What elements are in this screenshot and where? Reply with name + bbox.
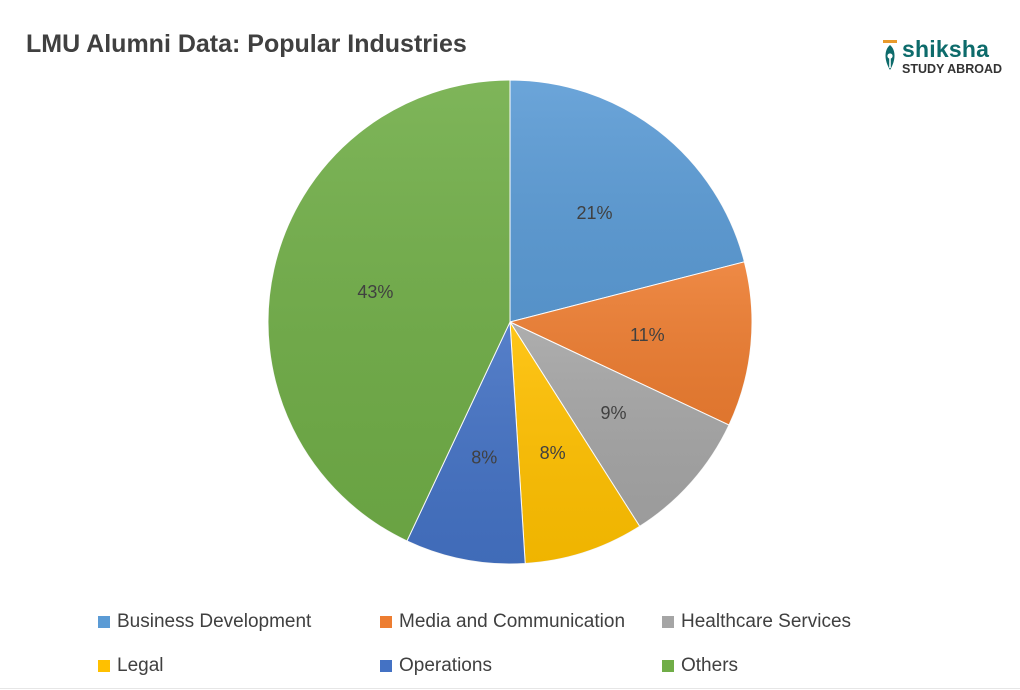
data-label-business-development: 21% bbox=[576, 203, 612, 223]
legend-label: Healthcare Services bbox=[681, 611, 852, 632]
pie-slice-shading bbox=[510, 261, 753, 426]
data-label-others: 43% bbox=[357, 282, 393, 302]
data-label-operations: 8% bbox=[471, 448, 497, 468]
legend-label: Others bbox=[681, 655, 739, 676]
brand-name: shiksha bbox=[902, 36, 990, 62]
pie-chart: 21% 11% 9% 8% 8% 43% bbox=[267, 79, 753, 565]
legend-swatch bbox=[380, 660, 392, 672]
legend-item-legal: Legal bbox=[98, 644, 380, 688]
pie-slice-shading bbox=[510, 322, 640, 564]
chart-title: LMU Alumni Data: Popular Industries bbox=[26, 30, 467, 58]
legend-label: Operations bbox=[399, 655, 492, 676]
pen-nib-icon bbox=[883, 40, 897, 70]
legend-item-media-and-communication: Media and Communication bbox=[380, 600, 662, 644]
pie-slice-shading bbox=[406, 322, 526, 564]
bottom-divider bbox=[0, 688, 1020, 689]
pie-slice-shading bbox=[510, 322, 729, 527]
legend-item-others: Others bbox=[662, 644, 898, 688]
legend: Business Development Media and Communica… bbox=[98, 600, 898, 680]
legend-swatch bbox=[380, 616, 392, 628]
data-label-media-and-communication: 11% bbox=[630, 325, 665, 345]
legend-swatch bbox=[662, 660, 674, 672]
pie-slice-shading bbox=[267, 80, 510, 541]
legend-swatch bbox=[98, 660, 110, 672]
legend-item-business-development: Business Development bbox=[98, 600, 380, 644]
legend-item-healthcare-services: Healthcare Services bbox=[662, 600, 898, 644]
legend-swatch bbox=[98, 616, 110, 628]
legend-label: Legal bbox=[117, 655, 164, 676]
legend-label: Media and Communication bbox=[399, 611, 626, 632]
legend-label: Business Development bbox=[117, 611, 312, 632]
pie-slices bbox=[267, 79, 753, 565]
pie-data-labels: 21% 11% 9% 8% 8% 43% bbox=[357, 203, 664, 468]
legend-swatch bbox=[662, 616, 674, 628]
data-label-healthcare-services: 9% bbox=[600, 403, 626, 423]
pie-slice-shading bbox=[510, 80, 745, 322]
legend-item-operations: Operations bbox=[380, 644, 662, 688]
brand-logo: shiksha STUDY ABROAD bbox=[880, 36, 1012, 82]
data-label-legal: 8% bbox=[540, 443, 566, 463]
brand-subtitle: STUDY ABROAD bbox=[902, 62, 1003, 76]
